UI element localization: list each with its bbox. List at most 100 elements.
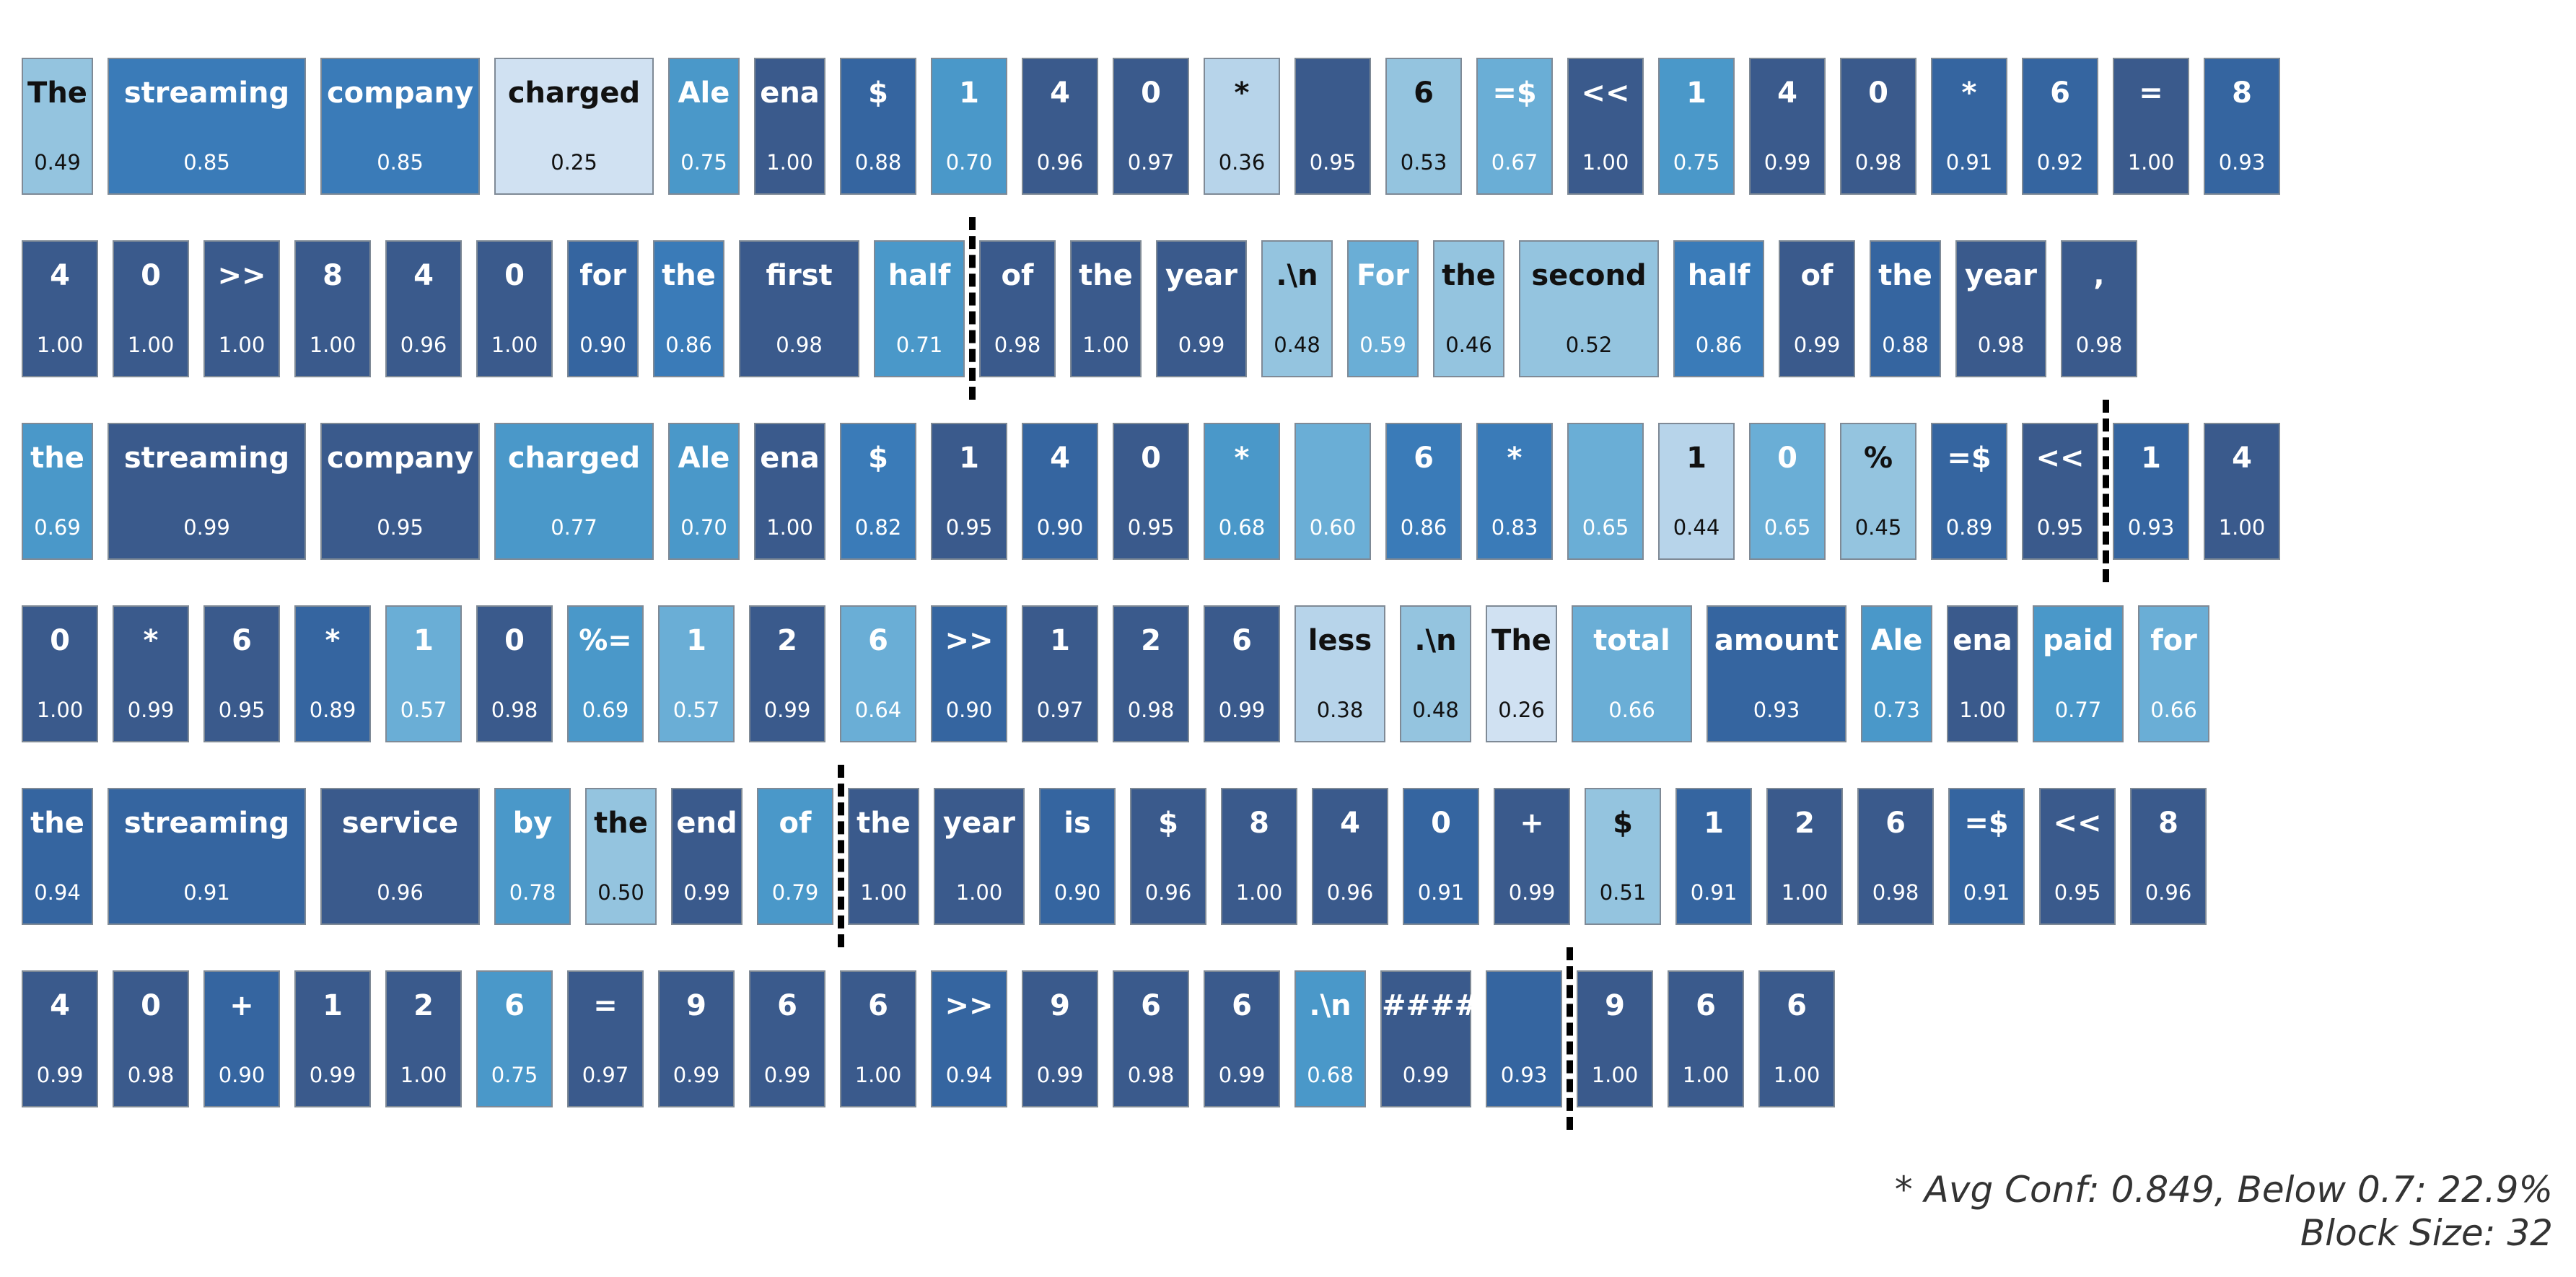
token-box: 9 0.99 xyxy=(658,970,735,1107)
token-text: of xyxy=(779,807,812,840)
token-text: >> xyxy=(945,989,994,1022)
token-box: 8 1.00 xyxy=(1221,788,1297,925)
token-confidence: 0.73 xyxy=(1873,698,1920,722)
token-box: $0.51 xyxy=(1585,788,1661,925)
token-confidence: 1.00 xyxy=(491,333,538,357)
token-confidence: 1.00 xyxy=(400,1063,447,1087)
token-confidence: 0.95 xyxy=(945,515,993,540)
token-confidence: 0.79 xyxy=(771,880,819,905)
token-text: of xyxy=(1800,259,1834,292)
token-confidence: 0.98 xyxy=(2075,333,2123,357)
token-text: * xyxy=(143,624,159,657)
token-text: The xyxy=(1491,624,1551,657)
token-confidence: 0.90 xyxy=(945,698,993,722)
token-confidence: 0.95 xyxy=(2036,515,2084,540)
token-box: charged 0.25 xyxy=(494,58,654,195)
token-box: 6 0.95 xyxy=(203,605,280,742)
token-confidence: 0.77 xyxy=(2054,698,2102,722)
token-confidence: 0.75 xyxy=(1673,150,1720,175)
token-confidence: 0.97 xyxy=(1036,698,1084,722)
token-text: 4 xyxy=(2232,442,2252,475)
token-box: >> 1.00 xyxy=(203,240,280,377)
token-text: 1 xyxy=(323,989,343,1022)
token-confidence: 0.99 xyxy=(1764,150,1811,175)
token-box: 2 1.00 xyxy=(1766,788,1843,925)
token-text: the xyxy=(30,807,84,840)
token-confidence: 0.69 xyxy=(34,515,81,540)
token-box: 1 0.93 xyxy=(2113,423,2189,560)
token-text: .\n xyxy=(1276,259,1318,292)
token-box: 0.65 xyxy=(1567,423,1644,560)
token-box: = 0.97 xyxy=(567,970,644,1107)
token-box: ena 1.00 xyxy=(754,58,825,195)
token-confidence: 0.95 xyxy=(1309,150,1357,175)
token-box: 6 0.86 xyxy=(1385,423,1462,560)
token-text: = xyxy=(2139,76,2163,110)
token-confidence: 0.99 xyxy=(683,880,730,905)
token-confidence: 0.83 xyxy=(1491,515,1538,540)
token-box: half 0.86 xyxy=(1673,240,1764,377)
token-text: 6 xyxy=(868,989,888,1022)
token-box: = 1.00 xyxy=(2113,58,2189,195)
token-confidence: 0.93 xyxy=(2127,515,2175,540)
token-confidence: 0.96 xyxy=(2145,880,2192,905)
token-confidence: 0.98 xyxy=(994,333,1041,357)
token-text: = xyxy=(593,989,618,1022)
token-box: company 0.95 xyxy=(320,423,480,560)
token-text: =$ xyxy=(1492,76,1537,110)
token-box: 2 0.99 xyxy=(749,605,825,742)
token-box: For 0.59 xyxy=(1347,240,1419,377)
token-box: streaming 0.91 xyxy=(108,788,306,925)
token-box: Ale 0.70 xyxy=(668,423,740,560)
token-confidence: 0.97 xyxy=(1127,150,1175,175)
token-text: $ xyxy=(1613,807,1633,840)
token-confidence: 1.00 xyxy=(1582,150,1629,175)
token-text: %= xyxy=(579,624,632,657)
token-text: * xyxy=(1234,442,1250,475)
token-text: ena xyxy=(760,76,820,110)
block-boundary xyxy=(969,217,976,400)
token-text: 0 xyxy=(1141,442,1161,475)
token-box: 4 0.96 xyxy=(385,240,462,377)
token-text: + xyxy=(1520,807,1544,840)
token-box: charged 0.77 xyxy=(494,423,654,560)
token-confidence: 0.50 xyxy=(597,880,644,905)
token-box: .\n 0.68 xyxy=(1294,970,1366,1107)
token-confidence: 0.95 xyxy=(377,515,424,540)
token-confidence: 0.94 xyxy=(34,880,81,905)
token-confidence: 0.99 xyxy=(1218,698,1266,722)
token-text: 9 xyxy=(1605,989,1625,1022)
token-confidence: 0.44 xyxy=(1673,515,1720,540)
token-confidence: 1.00 xyxy=(854,1063,902,1087)
token-text: .\n xyxy=(1309,989,1351,1022)
token-text: 8 xyxy=(2232,76,2252,110)
token-confidence: 0.99 xyxy=(763,698,811,722)
token-text: company xyxy=(326,442,474,475)
token-confidence: 0.57 xyxy=(673,698,720,722)
token-text: 6 xyxy=(1696,989,1716,1022)
token-box: streaming 0.99 xyxy=(108,423,306,560)
token-box: 9 0.99 xyxy=(1022,970,1098,1107)
token-text: 0 xyxy=(141,989,161,1022)
token-box: 1 0.75 xyxy=(1658,58,1735,195)
token-confidence: 1.00 xyxy=(955,880,1003,905)
token-text: 6 xyxy=(2050,76,2070,110)
token-text: paid xyxy=(2043,624,2113,657)
token-confidence: 0.65 xyxy=(1582,515,1629,540)
token-confidence: 1.00 xyxy=(36,333,84,357)
token-box: service 0.96 xyxy=(320,788,480,925)
token-confidence: 0.48 xyxy=(1274,333,1320,357)
token-text: 0 xyxy=(1868,76,1888,110)
token-confidence: 0.89 xyxy=(1945,515,1993,540)
token-box: 6 0.64 xyxy=(840,605,916,742)
token-text: 1 xyxy=(686,624,706,657)
token-box: the 1.00 xyxy=(848,788,919,925)
token-text: 2 xyxy=(777,624,797,657)
token-box: 8 1.00 xyxy=(294,240,371,377)
token-text: 8 xyxy=(1249,807,1269,840)
token-confidence: 0.99 xyxy=(183,515,230,540)
token-confidence: 0.94 xyxy=(945,1063,993,1087)
token-box: 1 0.44 xyxy=(1658,423,1735,560)
token-text: charged xyxy=(507,76,641,110)
token-confidence: 1.00 xyxy=(218,333,266,357)
